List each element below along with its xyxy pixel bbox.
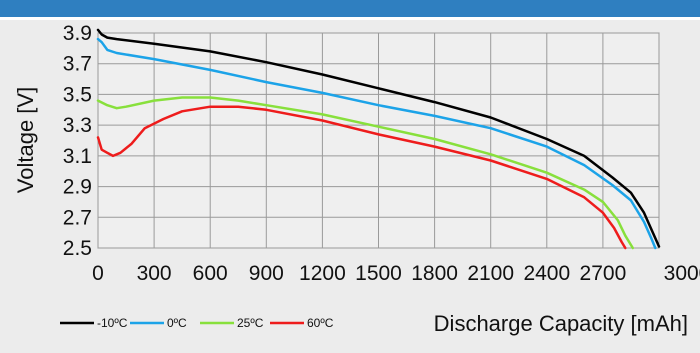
x-tick-label: 2400 xyxy=(523,262,570,285)
y-tick-labels: 3.9 3.7 3.5 3.3 3.1 2.9 2.7 2.5 xyxy=(63,22,92,260)
x-tick-label: 1800 xyxy=(411,262,458,285)
legend-label: 25ºC xyxy=(237,316,264,330)
series-line-1 xyxy=(96,37,657,250)
x-tick-label: 900 xyxy=(249,262,284,285)
series-lines xyxy=(96,28,661,250)
y-tick-label: 2.5 xyxy=(63,237,92,260)
y-tick-label: 2.9 xyxy=(63,176,92,199)
legend-label: -10ºC xyxy=(97,316,128,330)
x-axis-label: Discharge Capacity [mAh] xyxy=(434,311,688,336)
x-tick-label: 3000 xyxy=(664,262,700,285)
x-tick-label: 1500 xyxy=(355,262,402,285)
header-divider xyxy=(0,17,700,20)
x-tick-label: 2700 xyxy=(580,262,627,285)
x-tick-label: 0 xyxy=(92,262,104,285)
x-tick-label: 600 xyxy=(193,262,228,285)
y-tick-label: 3.7 xyxy=(63,53,92,76)
x-tick-label: 2100 xyxy=(467,262,514,285)
legend-label: 0ºC xyxy=(167,316,187,330)
x-tick-label: 300 xyxy=(137,262,172,285)
y-tick-label: 2.7 xyxy=(63,206,92,229)
y-tick-label: 3.1 xyxy=(63,145,92,168)
legend: -10ºC 0ºC 25ºC 60ºC xyxy=(60,316,334,330)
y-tick-label: 3.9 xyxy=(63,22,92,45)
y-axis-label: Voltage [V] xyxy=(13,87,38,193)
header-bar xyxy=(0,0,700,17)
x-tick-label: 1200 xyxy=(299,262,346,285)
y-tick-label: 3.5 xyxy=(63,83,92,106)
x-tick-labels: 0 300 600 900 1200 1500 1800 2100 2400 2700 3000 xyxy=(92,262,700,285)
series-line-2 xyxy=(96,96,635,250)
series-line-0 xyxy=(96,28,661,248)
y-tick-label: 3.3 xyxy=(63,114,92,137)
grid xyxy=(97,32,660,249)
series-line-3 xyxy=(96,105,627,250)
legend-label: 60ºC xyxy=(307,316,334,330)
